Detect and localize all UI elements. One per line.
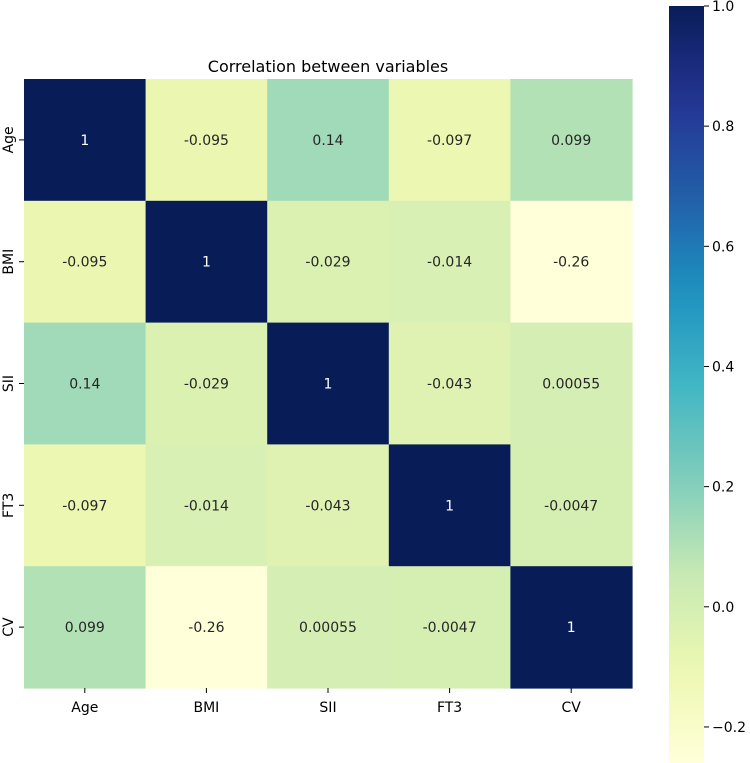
heatmap-cell [267,200,390,324]
heatmap-cell [510,322,633,445]
y-tick-label: FT3 [1,493,17,518]
heatmap-cell [24,322,147,445]
cell-annotation: 1 [324,377,333,393]
heatmap-cell [510,200,633,324]
heatmap-cell [145,566,268,689]
cell-annotation: -0.097 [427,133,472,149]
x-axis: Age BMI SII FT3 CV [71,688,581,716]
heatmap-cell [267,566,390,689]
x-tick-label: FT3 [437,700,462,716]
heatmap-cell [510,79,633,202]
heatmap-cell [145,79,268,202]
heatmap-cell [145,322,268,445]
cell-annotation: -0.014 [427,255,472,271]
cell-annotation: -0.029 [184,377,229,393]
y-tick-label: CV [1,617,17,637]
y-tick-label: Age [1,126,17,153]
colorbar-tick-label: −0.2 [712,720,746,736]
colorbar-gradient [669,6,704,763]
colorbar-tick-label: 0.4 [712,359,734,375]
colorbar-tick-label: 0.2 [712,480,734,496]
cell-annotation: -0.26 [553,255,589,271]
heatmap-cells [24,79,633,689]
cell-annotation: -0.043 [427,377,472,393]
heatmap-cell [24,79,147,202]
heatmap-cell [388,79,511,202]
heatmap-cell [510,566,633,689]
cell-annotation: 0.14 [69,377,100,393]
heatmap-cell [24,444,147,567]
cell-annotation: 0.099 [551,133,591,149]
heatmap-annotations: 1 -0.095 0.14 -0.097 0.099 -0.095 1 -0.029 -0.01… [62,133,600,636]
cell-annotation: 1 [445,498,454,514]
heatmap-cell [388,566,511,689]
cell-annotation: 0.14 [312,133,343,149]
heatmap-cell [388,444,511,567]
colorbar-ticks: −0.2 0.0 0.2 0.4 0.6 0.8 1.0 [704,0,746,736]
cell-annotation: -0.029 [305,255,350,271]
cell-annotation: -0.0047 [423,620,477,636]
cell-annotation: 1 [567,620,576,636]
x-tick-label: SII [319,700,336,716]
x-tick-label: CV [562,700,582,716]
colorbar: −0.2 0.0 0.2 0.4 0.6 0.8 1.0 [669,0,746,763]
colorbar-tick-label: 0.0 [712,600,734,616]
heatmap-cell [388,322,511,445]
heatmap-cell [145,444,268,567]
chart-title: Correlation between variables [208,57,448,76]
heatmap-cell [388,200,511,324]
cell-annotation: -0.043 [305,498,350,514]
cell-annotation: 0.00055 [542,377,600,393]
cell-annotation: 0.099 [65,620,105,636]
y-axis: Age BMI SII FT3 CV [1,126,24,637]
heatmap-cell [267,322,390,445]
colorbar-tick-label: 0.8 [712,119,734,135]
cell-annotation: -0.0047 [544,498,598,514]
heatmap-cell [145,200,268,324]
cell-annotation: -0.097 [62,498,107,514]
y-tick-label: SII [1,375,17,392]
cell-annotation: 0.00055 [299,620,357,636]
cell-annotation: -0.095 [62,255,107,271]
heatmap-cell [24,200,147,324]
colorbar-tick-label: 0.6 [712,239,734,255]
heatmap-cell [24,566,147,689]
x-tick-label: BMI [193,700,219,716]
cell-annotation: 1 [80,133,89,149]
heatmap-cell [510,444,633,567]
cell-annotation: -0.095 [184,133,229,149]
heatmap-cell [267,79,390,202]
x-tick-label: Age [71,700,98,716]
y-tick-label: BMI [1,249,17,275]
cell-annotation: 1 [202,255,211,271]
cell-annotation: -0.014 [184,498,229,514]
heatmap-cell [267,444,390,567]
colorbar-tick-label: 1.0 [712,0,734,15]
cell-annotation: -0.26 [188,620,224,636]
